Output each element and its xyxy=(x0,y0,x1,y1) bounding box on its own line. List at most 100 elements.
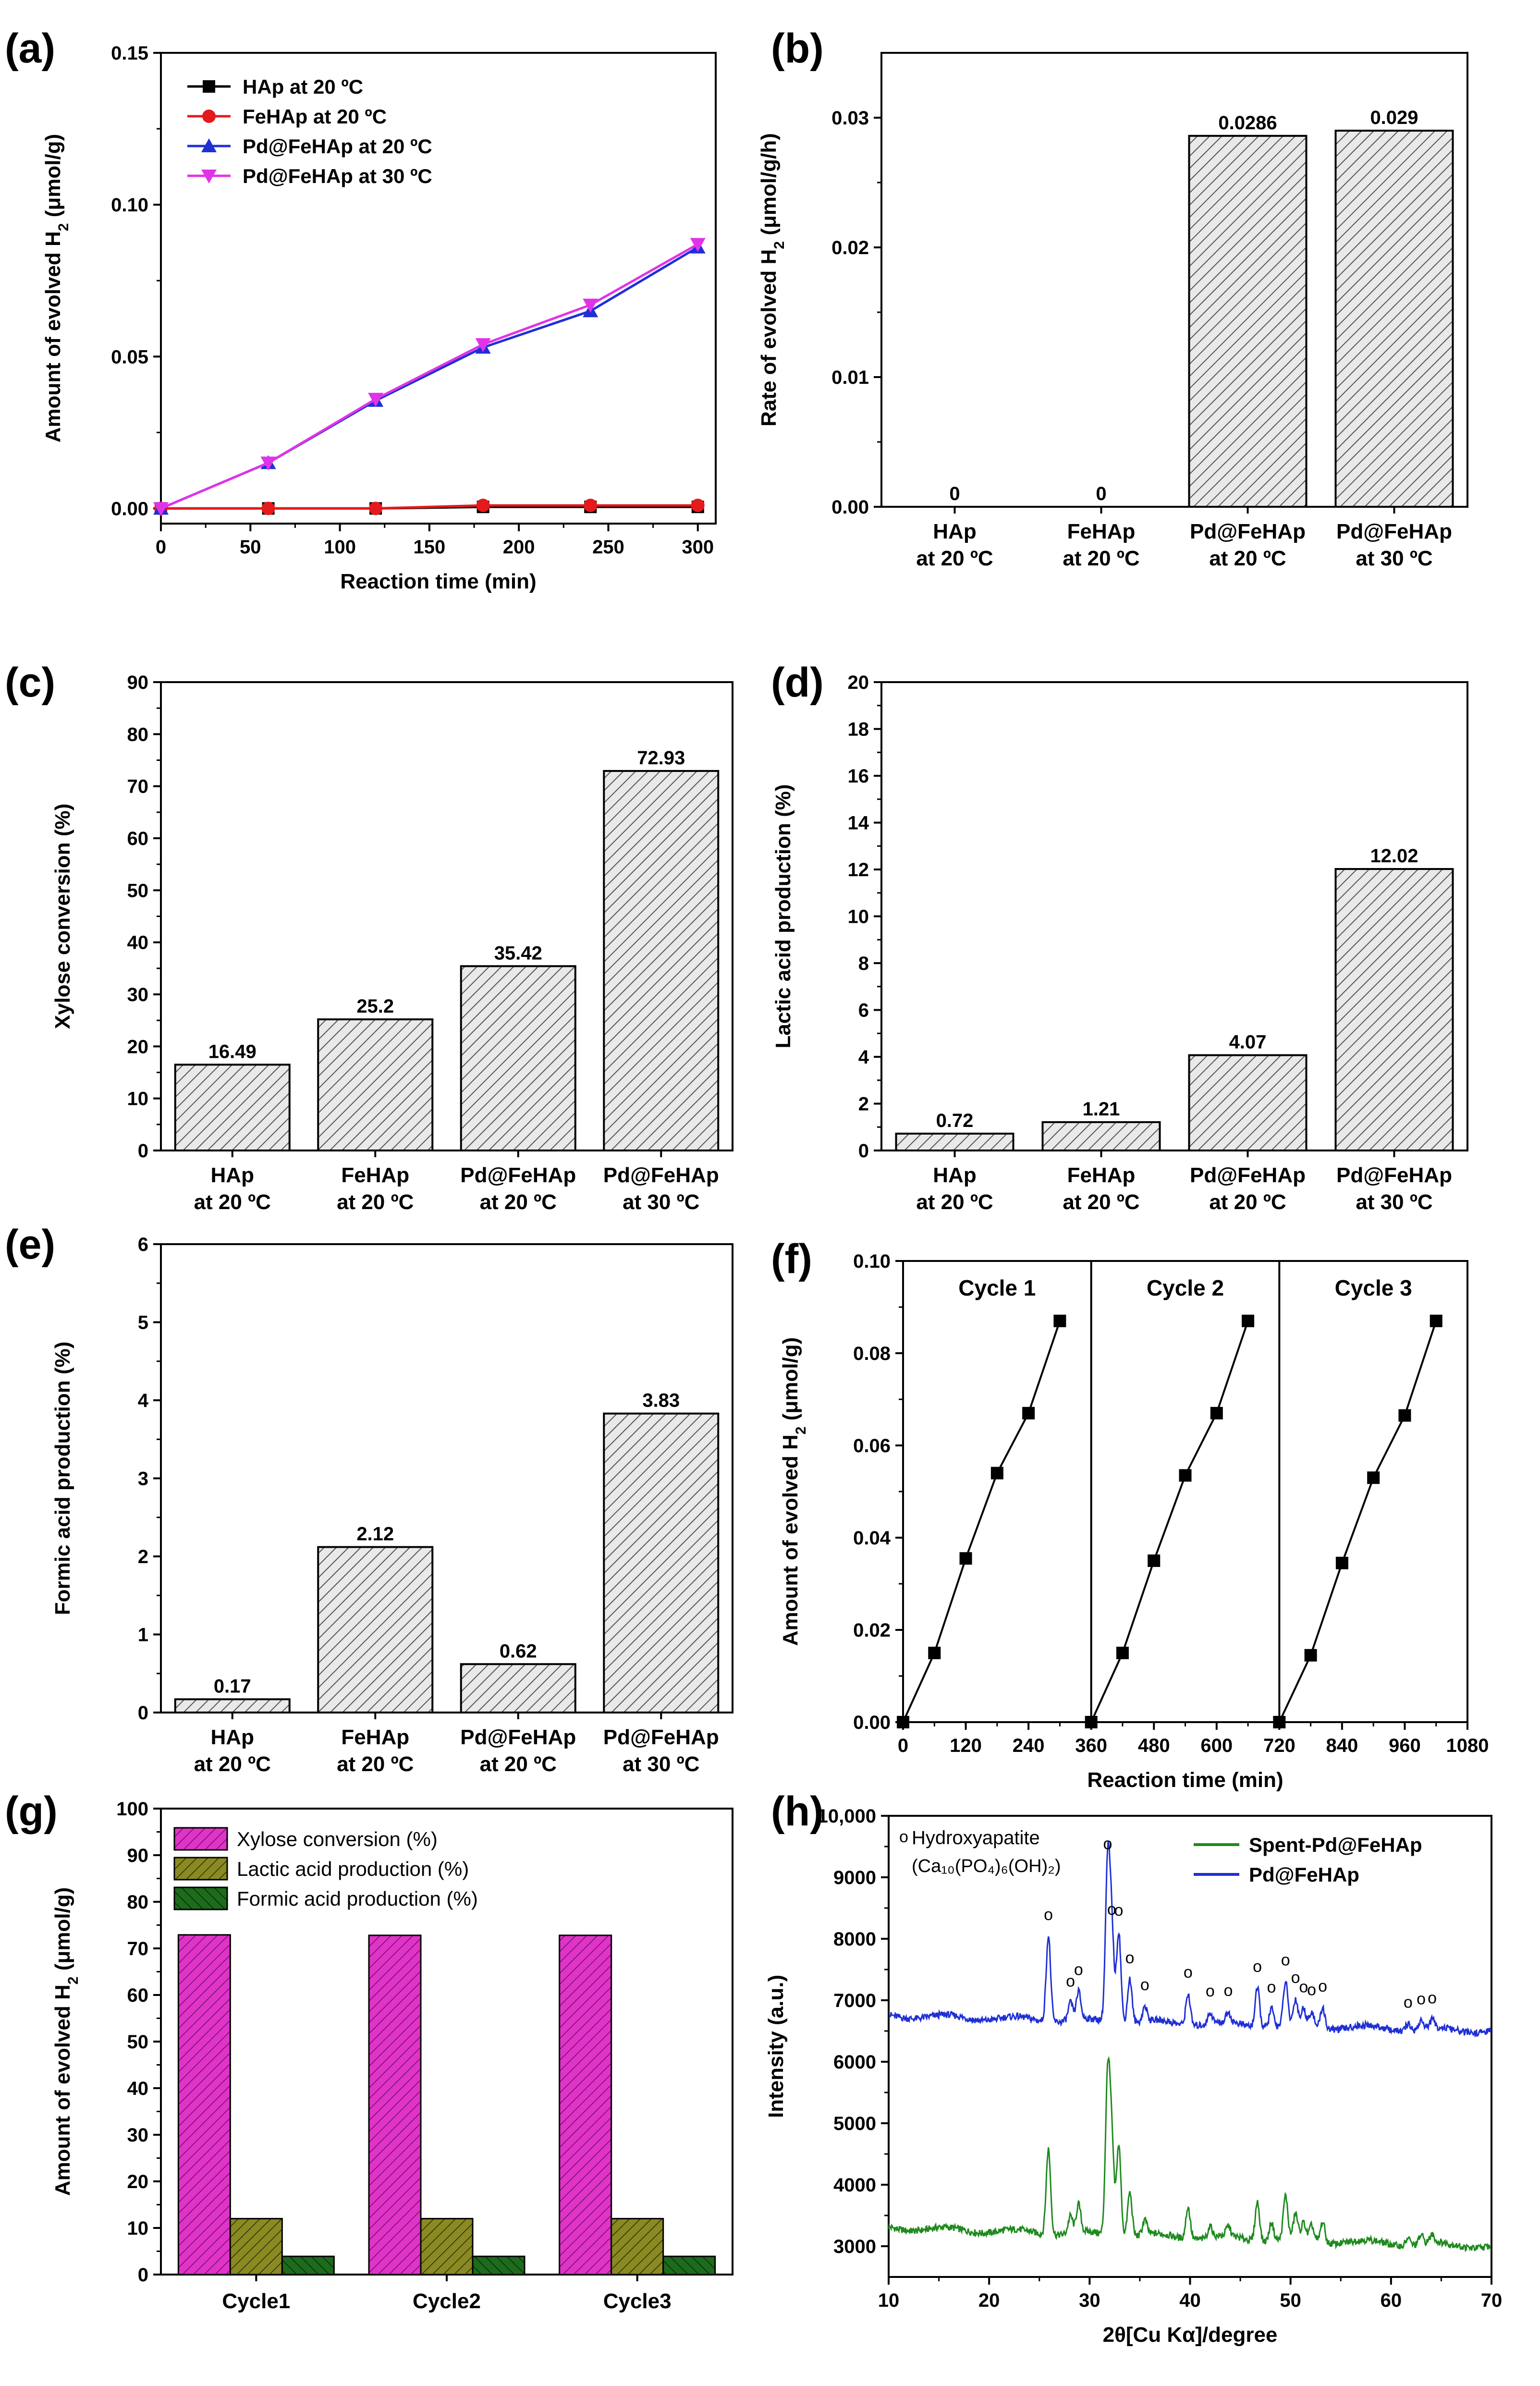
category-label-line1: FeHAp xyxy=(341,1725,409,1749)
category-label-line2: at 20 ºC xyxy=(1063,1190,1139,1214)
y-axis-title: Rate of evolved H2 (μmol/g/h) xyxy=(757,133,787,427)
series-line xyxy=(902,1321,1061,1723)
x-tick-label: 20 xyxy=(978,2290,1000,2311)
y-tick-label: 100 xyxy=(116,1799,148,1820)
bar xyxy=(603,770,720,1152)
panel-d: (d) 0 2 4 6 8 10 12 14 16 18 20 Lactic acid producti… xyxy=(771,660,1468,1214)
panel-label: (e) xyxy=(5,1222,55,1268)
y-tick-label: 10,000 xyxy=(818,1806,876,1827)
category-label: Cycle2 xyxy=(413,2289,481,2313)
y-tick-label: 10 xyxy=(848,906,869,928)
category-label-line2: at 20 ºC xyxy=(916,1190,993,1214)
x-axis-title: Reaction time (min) xyxy=(1087,1768,1283,1792)
y-tick-label: 16 xyxy=(848,766,869,787)
x-tick-label: 480 xyxy=(1138,1735,1170,1756)
x-tick-label: 840 xyxy=(1326,1735,1358,1756)
bar xyxy=(895,1132,1014,1151)
bar xyxy=(229,2218,283,2276)
data-point xyxy=(584,499,598,513)
data-point xyxy=(1148,1554,1161,1567)
bar xyxy=(1334,130,1454,508)
category-label-line1: HAp xyxy=(211,1163,254,1187)
data-label: 12.02 xyxy=(1370,845,1418,867)
category-label-line2: at 30 ºC xyxy=(623,1752,699,1776)
bar xyxy=(281,2255,335,2276)
y-axis-title-main: Lactic acid production (%) xyxy=(771,784,795,1048)
x-tick-label: 70 xyxy=(1481,2290,1503,2311)
bar xyxy=(1188,1054,1308,1151)
legend-entry: Formic acid production (%) xyxy=(237,1887,478,1910)
y-axis-title-main: Xylose conversion (%) xyxy=(51,804,74,1029)
y-tick-label: 9000 xyxy=(833,1867,876,1888)
bar xyxy=(1188,135,1308,508)
bar xyxy=(368,1934,422,2276)
y-tick-label: 90 xyxy=(127,672,149,693)
y-tick-label: 6 xyxy=(138,1234,148,1255)
x-tick-label: 10 xyxy=(878,2290,900,2311)
y-tick-label: 0 xyxy=(138,1702,148,1724)
y-tick-label: 8000 xyxy=(833,1929,876,1950)
y-axis-title-unit: (μmol/g) xyxy=(41,134,65,223)
x-tick-label: 1080 xyxy=(1446,1735,1489,1756)
y-tick-label: 8 xyxy=(858,953,869,974)
peak-annotation: o xyxy=(1184,1963,1193,1982)
category-label-line2: at 20 ºC xyxy=(194,1752,271,1776)
data-point xyxy=(690,238,706,252)
peak-annotation: o xyxy=(1074,1960,1083,1979)
data-point xyxy=(928,1647,941,1659)
data-point xyxy=(959,1552,972,1565)
x-tick-label: 40 xyxy=(1179,2290,1201,2311)
y-axis-title-sub: 2 xyxy=(771,241,787,249)
x-axis-title: 2θ[Cu Kα]/degree xyxy=(1103,2323,1278,2347)
peak-annotation: o xyxy=(1224,1982,1233,2000)
data-point xyxy=(1430,1314,1442,1327)
peak-annotation: o xyxy=(1428,1989,1437,2007)
y-tick-label: 18 xyxy=(848,719,869,740)
y-axis-title-main: Intensity (a.u.) xyxy=(764,1975,788,2118)
peak-annotation: o xyxy=(1307,1981,1316,1999)
cycle-label: Cycle 3 xyxy=(1335,1275,1412,1300)
data-label: 3.83 xyxy=(642,1390,680,1411)
series-line xyxy=(1278,1321,1437,1723)
panel-h: (h) 3000 4000 5000 6000 7000 8000 9000 10,000 Int… xyxy=(764,1788,1502,2347)
legend-swatch xyxy=(173,1886,228,1910)
data-point xyxy=(1116,1647,1129,1659)
peak-annotation: o xyxy=(1404,1993,1413,2011)
bar xyxy=(1334,868,1454,1151)
y-tick-label: 0.08 xyxy=(853,1343,891,1364)
data-point xyxy=(1273,1716,1286,1728)
category-label-line1: Pd@FeHAp xyxy=(1190,1163,1306,1187)
peak-annotation: o xyxy=(1299,1978,1308,1996)
category-label-line1: Pd@FeHAp xyxy=(603,1163,719,1187)
bar xyxy=(1041,1121,1161,1151)
x-tick-label: 0 xyxy=(898,1735,908,1756)
y-tick-label: 10 xyxy=(127,1089,149,1110)
category-label: Cycle3 xyxy=(603,2289,672,2313)
plot-frame xyxy=(160,52,717,525)
legend-entry: Lactic acid production (%) xyxy=(237,1858,469,1880)
panel-b: (b) 0.00 0.01 0.02 0.03 Rate of evolved H2 (μ… xyxy=(757,25,1468,570)
data-label: 0.72 xyxy=(936,1110,974,1131)
x-tick-label: 150 xyxy=(413,537,445,558)
data-point xyxy=(1085,1716,1098,1728)
y-tick-label: 0.03 xyxy=(831,108,869,129)
y-tick-label: 14 xyxy=(848,813,869,834)
annotation-symbol: o xyxy=(899,1828,908,1846)
y-axis-title-unit: (μmol/g/h) xyxy=(757,133,781,241)
y-tick-label: 70 xyxy=(127,776,149,797)
peak-annotation: o xyxy=(1140,1976,1149,1994)
category-label-line2: at 30 ºC xyxy=(623,1190,699,1214)
data-label: 2.12 xyxy=(356,1524,394,1545)
y-axis-title-sub: 2 xyxy=(65,1977,81,1985)
y-tick-label: 40 xyxy=(127,932,149,954)
bar xyxy=(460,1663,576,1713)
legend-marker xyxy=(201,138,217,152)
peak-annotation: o xyxy=(1066,1972,1075,1991)
legend-entry: Pd@FeHAp xyxy=(1249,1863,1359,1886)
bar xyxy=(460,965,576,1151)
bar xyxy=(174,1698,291,1713)
y-axis-title: Lactic acid production (%) xyxy=(771,784,795,1048)
panel-e: (e) 0 1 2 3 4 5 6 Formic acid production (%) 0.17… xyxy=(5,1222,733,1776)
x-tick-label: 600 xyxy=(1200,1735,1233,1756)
y-tick-label: 20 xyxy=(848,672,869,693)
